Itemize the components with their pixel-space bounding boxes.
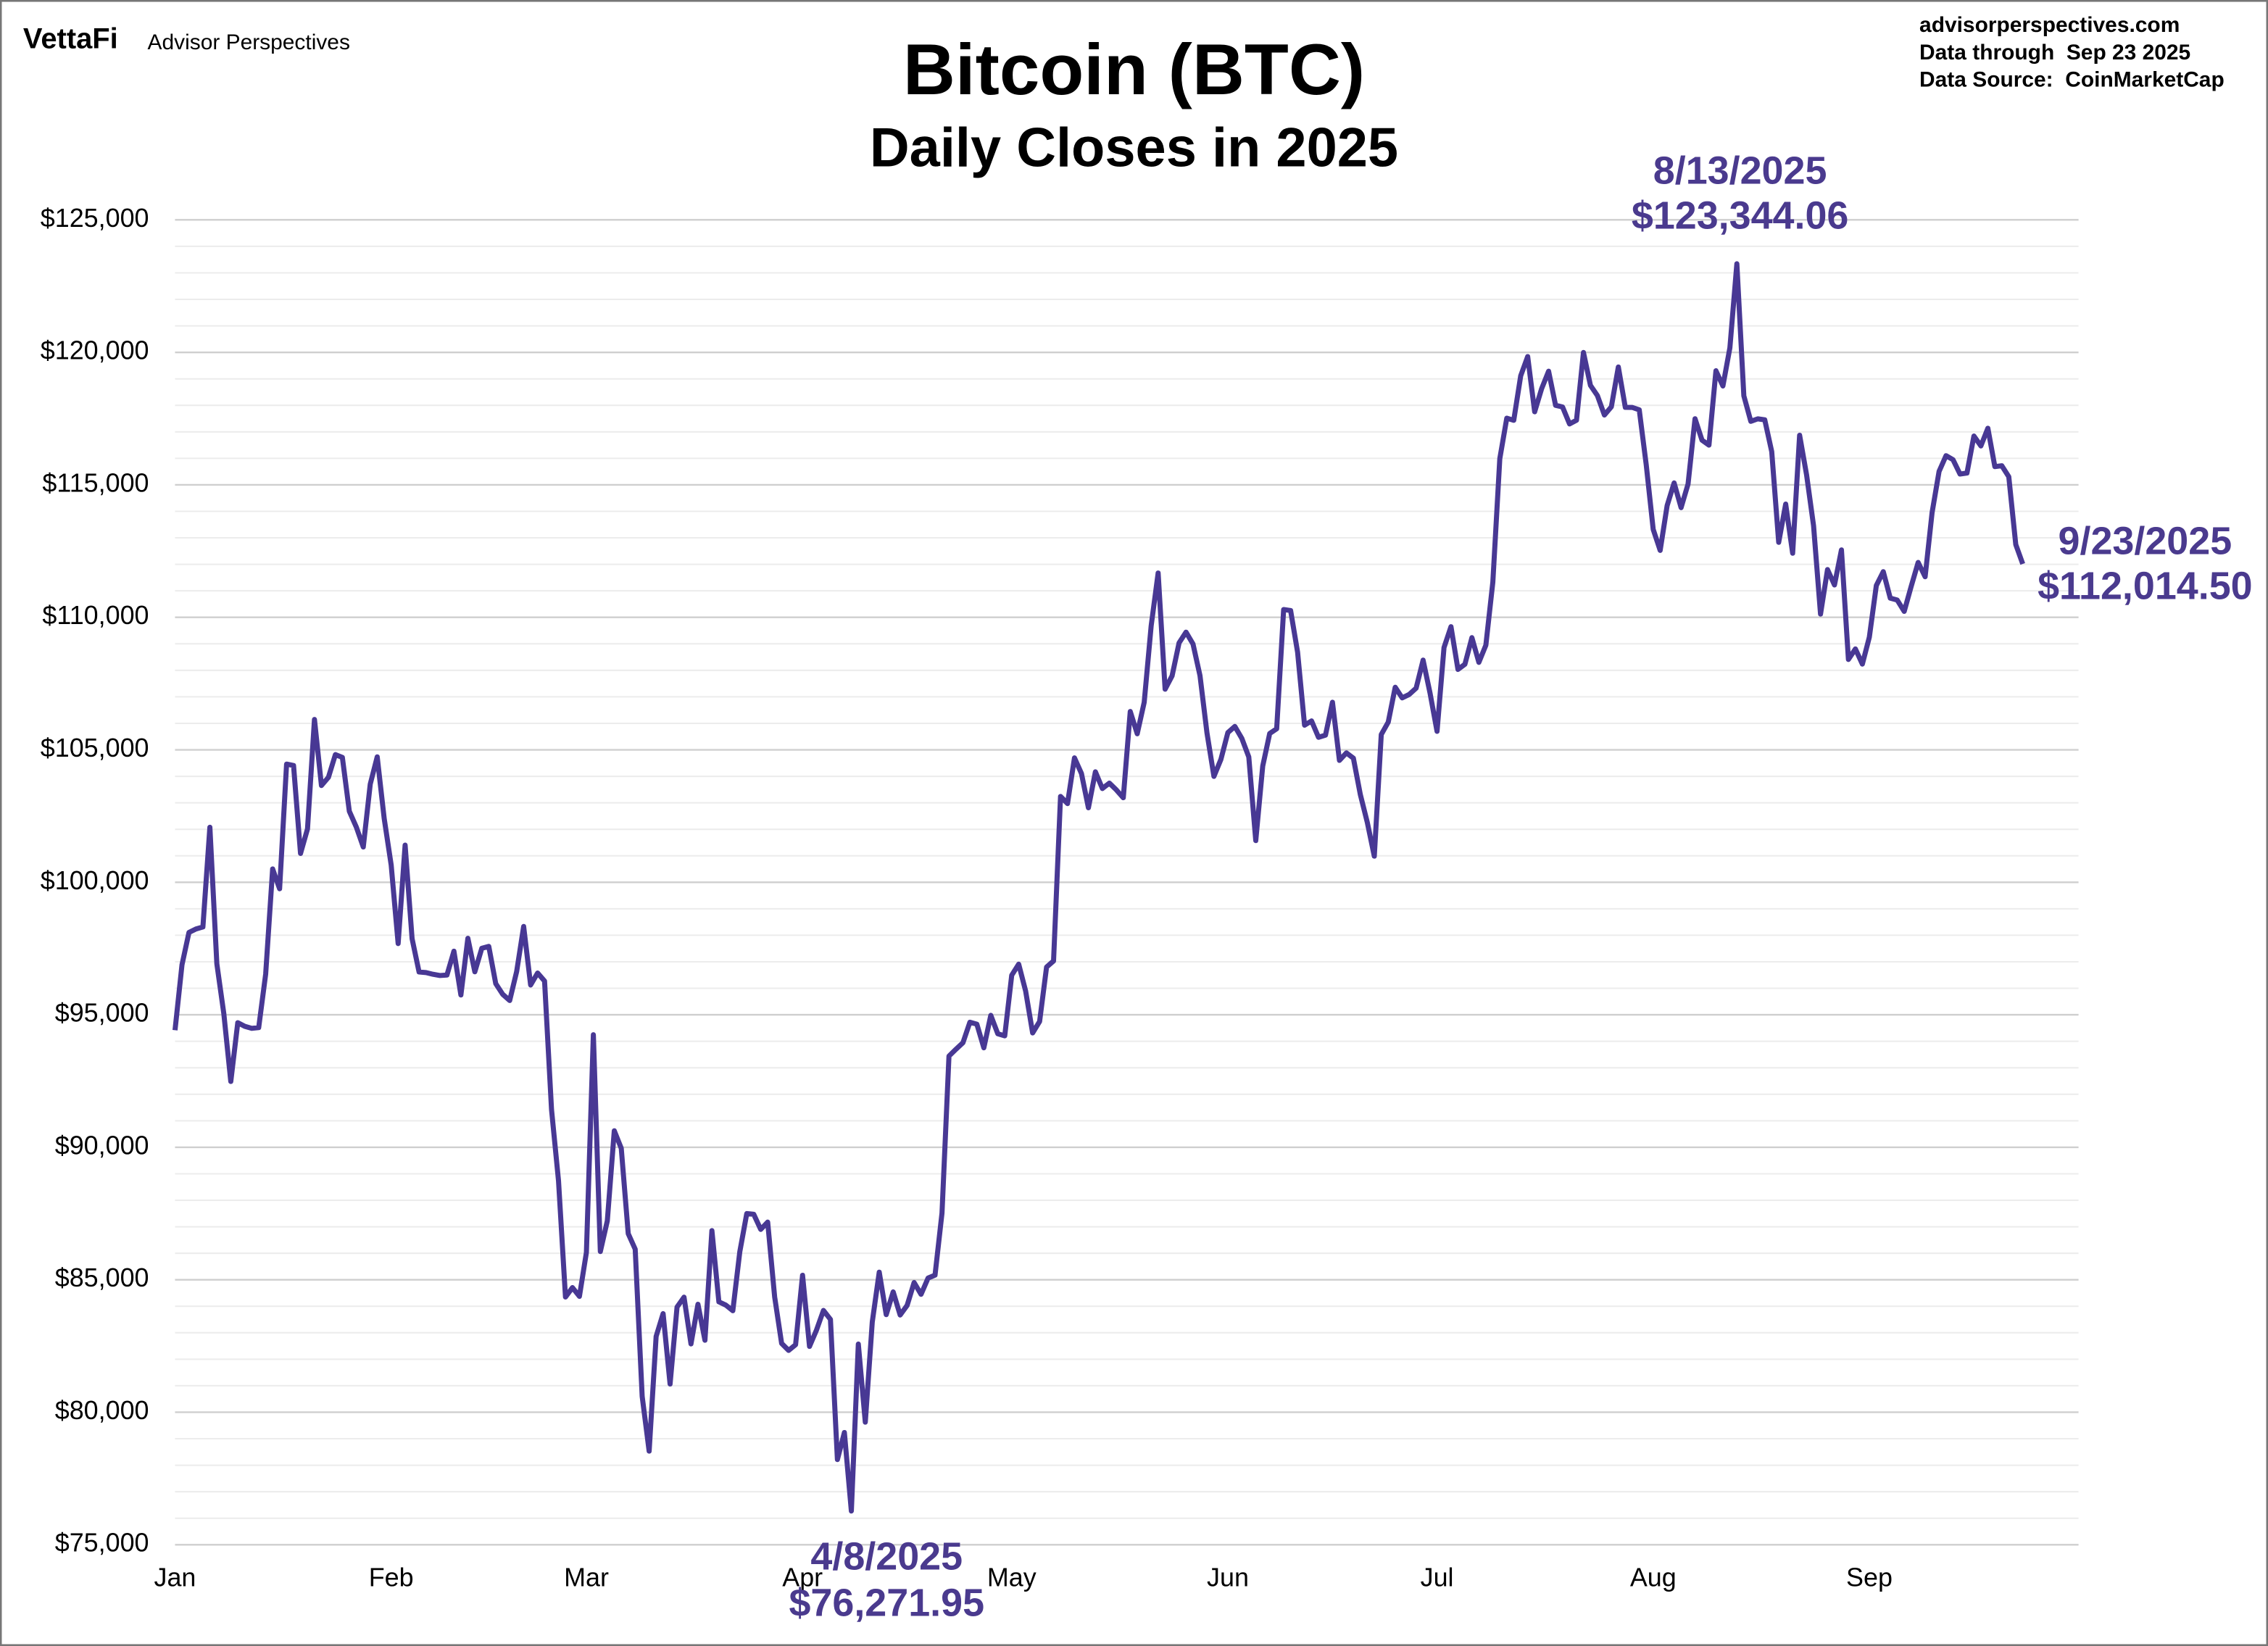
data-source: Data Source: CoinMarketCap: [1919, 68, 2225, 92]
y-tick-label: $85,000: [55, 1263, 149, 1292]
y-tick-label: $120,000: [41, 336, 149, 365]
y-tick-label: $95,000: [55, 998, 149, 1028]
x-tick-label: Jan: [154, 1563, 196, 1592]
annotation-date: 8/13/2025: [1653, 149, 1827, 193]
brand: Advisor Perspectives: [148, 30, 350, 54]
x-tick-label: Aug: [1630, 1563, 1677, 1592]
annotation-value: $76,271.95: [789, 1581, 984, 1624]
y-tick-label: $125,000: [41, 203, 149, 233]
price-line: [172, 261, 2025, 1514]
x-tick-label: Jul: [1421, 1563, 1454, 1592]
x-tick-label: Mar: [564, 1563, 609, 1592]
annotation-value: $112,014.50: [2038, 564, 2253, 607]
x-tick-label: Jun: [1207, 1563, 1249, 1592]
y-tick-label: $100,000: [41, 865, 149, 895]
annotation-value: $123,344.06: [1632, 194, 1849, 238]
annotation-date: 9/23/2025: [2059, 520, 2232, 563]
site: advisorperspectives.com: [1919, 13, 2180, 37]
x-tick-label: Apr: [782, 1563, 823, 1592]
y-tick-label: $75,000: [55, 1528, 149, 1558]
x-tick-label: Sep: [1846, 1563, 1893, 1592]
logo: VettaFi: [23, 22, 118, 54]
y-tick-label: $115,000: [42, 467, 149, 497]
y-tick-label: $110,000: [42, 600, 149, 630]
y-tick-label: $80,000: [55, 1395, 149, 1425]
annotation-date: 4/8/2025: [810, 1534, 963, 1578]
data-through: Data through Sep 23 2025: [1919, 41, 2190, 65]
x-tick-label: Feb: [369, 1563, 414, 1592]
chart-title: Bitcoin (BTC): [903, 30, 1365, 110]
y-tick-label: $105,000: [41, 733, 149, 762]
x-tick-label: May: [987, 1563, 1037, 1592]
chart-subtitle: Daily Closes in 2025: [870, 117, 1398, 179]
y-tick-label: $90,000: [55, 1130, 149, 1160]
